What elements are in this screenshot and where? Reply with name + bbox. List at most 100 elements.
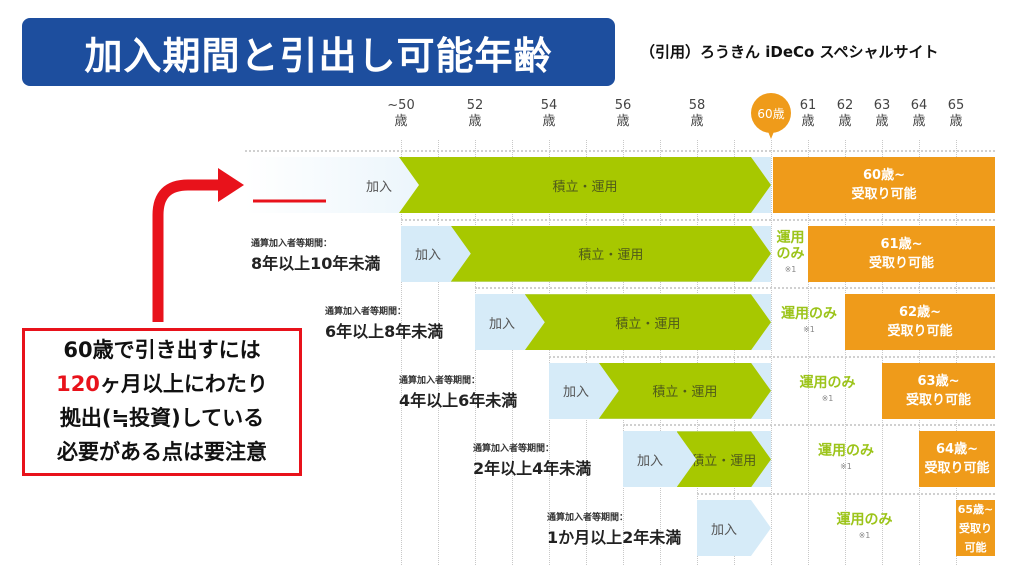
period-label: 8年以上10年未満 [251, 253, 381, 273]
receive-segment: 62歳~ 受取り可能 [845, 294, 995, 351]
citation: （引用）ろうきん iDeCo スペシャルサイト [640, 43, 939, 61]
grid-line [475, 140, 476, 565]
accumulate-segment: 積立・運用 [399, 157, 771, 213]
receive-label: 受取り可能 [851, 187, 917, 202]
invest-only-segment: 運用のみ ※1 [773, 294, 845, 350]
axis-tick-label: 61 歳 [788, 98, 828, 130]
tick-unit: 歳 [690, 114, 704, 129]
grid-line [845, 140, 846, 565]
receive-label: 65歳~ [957, 502, 994, 516]
accumulate-segment: 積立・運用 [599, 363, 771, 419]
tick-unit: 歳 [912, 114, 926, 129]
tick-number: 56 [614, 98, 632, 113]
callout-line-4: 必要がある点は要注意 [57, 440, 267, 464]
page-title: 加入期間と引出し可能年齢 [22, 18, 615, 86]
period-label: 6年以上8年未満 [325, 322, 444, 342]
axis-tick-label: 54 歳 [529, 98, 569, 130]
receive-label: 受取り可能 [868, 255, 934, 271]
period-caption: 通算加入者等期間： [399, 375, 481, 386]
axis-tick-label: ~50 歳 [381, 98, 421, 130]
tick-unit: 歳 [838, 114, 852, 129]
period-caption: 通算加入者等期間： [325, 307, 407, 318]
axis-tick-label: 58 歳 [677, 98, 717, 130]
callout-line-2: 120ヶ月以上にわたり [25, 367, 299, 401]
receive-segment: 65歳~ 受取り可能 [956, 500, 995, 556]
row-divider [697, 493, 995, 495]
footnote-mark: ※1 [858, 531, 871, 540]
callout-line-2-rest: ヶ月以上にわたり [99, 372, 268, 396]
invest-only-label: 運用のみ [776, 229, 805, 262]
receive-label: 63歳~ [917, 373, 960, 389]
invest-only-label: 運用のみ [799, 374, 856, 391]
invest-only-segment: 運用のみ ※1 [773, 431, 919, 487]
receive-segment: 63歳~ 受取り可能 [882, 362, 995, 419]
receive-label: 受取り可能 [905, 392, 971, 408]
axis-tick-label: 65 歳 [936, 98, 976, 130]
grid-line [697, 140, 698, 565]
grid-line [734, 140, 735, 565]
invest-only-segment: 運用のみ ※1 [773, 226, 808, 282]
tick-unit: 歳 [468, 114, 482, 129]
grid-line [882, 140, 883, 565]
tick-unit: 歳 [542, 114, 556, 129]
receive-label: 61歳~ [880, 236, 923, 252]
receive-label: 受取り可能 [887, 324, 953, 340]
tick-number: 65 [947, 98, 965, 113]
invest-only-label: 運用のみ [836, 512, 893, 528]
axis-tick-label: 62 歳 [825, 98, 865, 130]
period-caption: 通算加入者等期間： [547, 513, 629, 523]
receive-label: 受取り可能 [924, 461, 990, 477]
row-divider [623, 424, 995, 427]
callout-highlight: 120 [56, 372, 100, 396]
receive-label: 62歳~ [899, 305, 941, 321]
tick-number: 54 [540, 98, 558, 113]
grid-line [401, 140, 402, 565]
grid-line [771, 140, 772, 565]
axis-tick-label: 64 歳 [899, 98, 939, 130]
tick-unit: 歳 [875, 114, 889, 129]
callout-note: 60歳で引き出すには 120ヶ月以上にわたり 拠出(≒投資)している 必要がある… [22, 328, 302, 476]
tick-number: 52 [466, 98, 484, 113]
invest-only-label: 運用のみ [781, 306, 837, 323]
accumulate-segment: 積立・運用 [677, 431, 772, 487]
footnote-mark: ※1 [803, 325, 815, 335]
tick-unit: 歳 [394, 114, 408, 129]
period-caption: 通算加入者等期間： [251, 238, 333, 249]
grid-line [586, 140, 587, 565]
grid-line [808, 140, 809, 565]
row-divider [549, 355, 995, 358]
row-divider [245, 150, 995, 152]
tick-number: 61 [799, 98, 817, 113]
invest-only-segment: 運用のみ ※1 [773, 363, 882, 419]
footnote-mark: ※1 [784, 264, 797, 274]
axis-tick-label: 52 歳 [455, 98, 495, 130]
tick-unit: 歳 [949, 114, 963, 129]
receive-label: 64歳~ [936, 442, 978, 458]
tick-unit: 歳 [616, 114, 630, 129]
period-label: 1か月以上2年未満 [547, 528, 682, 547]
row-divider [475, 287, 995, 290]
receive-segment: 61歳~ 受取り可能 [808, 225, 995, 282]
period-caption: 通算加入者等期間： [473, 444, 555, 455]
grid-line [919, 140, 920, 565]
receive-label: 受取り [959, 521, 992, 535]
receive-segment: 60歳~ 受取り可能 [773, 157, 995, 213]
invest-only-label: 運用のみ [818, 443, 874, 460]
period-label: 4年以上6年未満 [399, 390, 518, 410]
accumulate-segment: 積立・運用 [525, 294, 771, 350]
grid-line [512, 140, 513, 565]
row-divider [401, 218, 995, 221]
receive-label: 可能 [964, 540, 987, 554]
grid-line [660, 140, 661, 565]
axis-tick-label: 56 歳 [603, 98, 643, 130]
grid-line [549, 140, 550, 565]
grid-line [623, 140, 624, 565]
tick-number: 64 [910, 98, 928, 113]
invest-only-segment: 運用のみ ※1 [773, 500, 956, 556]
tick-unit: 歳 [801, 114, 815, 129]
footnote-mark: ※1 [840, 462, 852, 472]
receive-segment: 64歳~ 受取り可能 [919, 431, 995, 488]
grid-line [956, 140, 957, 565]
callout-line-3: 拠出(≒投資)している [59, 406, 265, 430]
